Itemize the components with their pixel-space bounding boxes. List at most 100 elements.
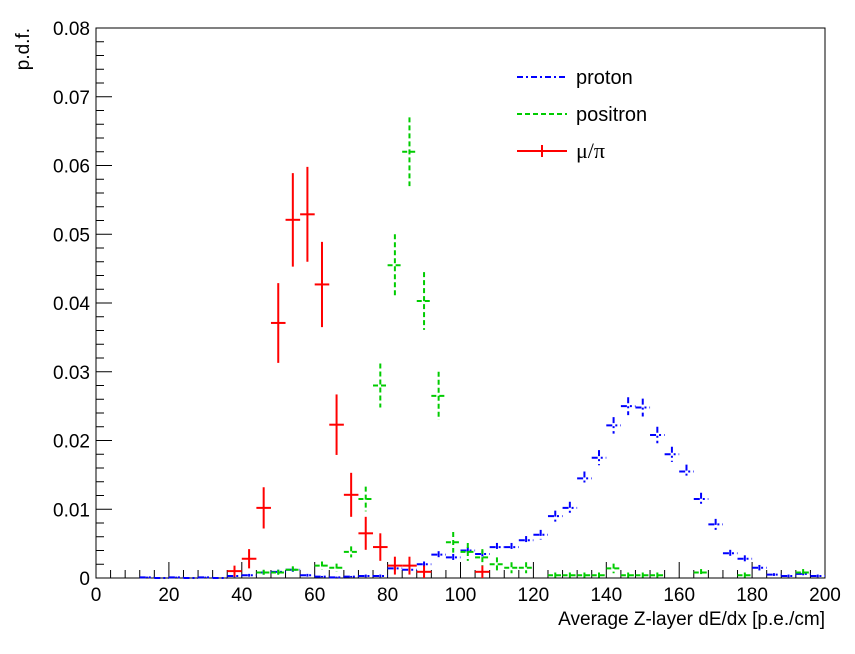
data-point: [518, 536, 534, 545]
data-point: [577, 572, 592, 578]
x-tick-label: 140: [590, 585, 622, 606]
data-point: [606, 563, 621, 574]
data-point: [270, 283, 286, 363]
data-point: [693, 569, 709, 576]
x-tick-label: 100: [445, 585, 477, 606]
data-point: [300, 573, 315, 577]
data-point: [358, 574, 374, 578]
data-point: [693, 492, 709, 506]
data-point: [445, 553, 461, 561]
data-point: [241, 549, 257, 569]
data-point: [679, 464, 694, 479]
y-tick-label: 0.02: [53, 432, 90, 453]
data-point: [285, 173, 301, 267]
data-point: [416, 565, 432, 578]
data-point: [591, 572, 607, 578]
data-point: [460, 542, 476, 561]
series-layer: [139, 117, 825, 579]
data-point: [343, 575, 359, 578]
x-tick-label: 0: [91, 585, 102, 606]
x-axis-ticks: 0 20 40 60 80 100 120 140 160 180 200: [91, 562, 841, 606]
data-point: [722, 549, 738, 557]
plot-frame: [95, 27, 826, 579]
data-point: [606, 417, 621, 434]
y-tick-label: 0.03: [53, 363, 90, 384]
data-point: [416, 272, 432, 330]
data-point: [227, 565, 242, 577]
data-point: [489, 557, 505, 572]
data-point: [547, 572, 563, 578]
data-point: [562, 501, 578, 515]
data-point: [489, 542, 505, 552]
data-point: [650, 572, 665, 578]
data-point: [620, 572, 636, 578]
data-point: [664, 446, 680, 462]
x-axis-label: Average Z-layer dE/dx [p.e./cm]: [558, 609, 825, 630]
legend-label: positron: [576, 104, 647, 126]
y-tick-label: 0.05: [53, 225, 90, 246]
data-point: [343, 546, 359, 558]
data-point: [241, 573, 257, 577]
data-point: [329, 563, 344, 572]
y-tick-label: 0.06: [53, 157, 90, 178]
legend-item: μ/π: [517, 138, 605, 163]
x-tick-label: 60: [304, 585, 325, 606]
data-point: [737, 572, 753, 578]
data-point: [635, 572, 651, 578]
data-point: [329, 576, 344, 579]
data-point: [168, 576, 184, 579]
data-point: [358, 516, 374, 550]
data-point: [285, 566, 301, 574]
data-point: [518, 562, 534, 574]
data-point: [256, 487, 271, 529]
series-positron: [256, 117, 811, 578]
data-point: [387, 556, 403, 575]
y-axis-ticks: 0 0.01 0.02 0.03 0.04 0.05 0.06 0.07 0.08: [53, 19, 112, 590]
data-point: [431, 551, 446, 559]
data-point: [620, 397, 636, 416]
data-point: [504, 562, 519, 574]
data-point: [358, 486, 374, 512]
data-point: [402, 117, 417, 187]
data-point: [314, 575, 330, 578]
x-tick-label: 180: [736, 585, 768, 606]
data-point: [373, 363, 388, 408]
data-point: [300, 166, 315, 262]
data-point: [343, 472, 359, 517]
data-point: [737, 555, 753, 563]
x-tick-label: 160: [663, 585, 695, 606]
data-point: [810, 574, 825, 578]
legend: proton positron μ/π: [517, 67, 647, 163]
data-point: [402, 556, 417, 575]
legend-item: proton: [517, 67, 633, 89]
x-tick-label: 120: [518, 585, 550, 606]
data-point: [431, 371, 446, 420]
data-point: [256, 569, 271, 576]
y-tick-label: 0: [79, 569, 90, 590]
data-point: [504, 542, 519, 552]
y-tick-label: 0.08: [53, 19, 90, 40]
data-point: [591, 450, 607, 466]
data-point: [314, 241, 330, 328]
data-point: [795, 569, 811, 576]
data-point: [533, 529, 548, 540]
data-point: [547, 510, 563, 522]
data-point: [781, 574, 796, 578]
data-point: [475, 549, 490, 566]
data-point: [329, 394, 344, 455]
data-point: [635, 398, 651, 417]
data-point: [198, 576, 213, 579]
legend-label: proton: [576, 67, 633, 89]
y-axis-label: p.d.f.: [13, 28, 34, 70]
x-tick-label: 80: [377, 585, 398, 606]
x-tick-label: 20: [158, 585, 179, 606]
data-point: [562, 572, 578, 578]
y-tick-label: 0.07: [53, 88, 90, 109]
data-point: [650, 426, 665, 444]
data-point: [445, 531, 461, 553]
data-point: [314, 561, 330, 570]
data-point: [766, 573, 782, 576]
data-point: [577, 471, 592, 486]
data-point: [373, 574, 388, 578]
